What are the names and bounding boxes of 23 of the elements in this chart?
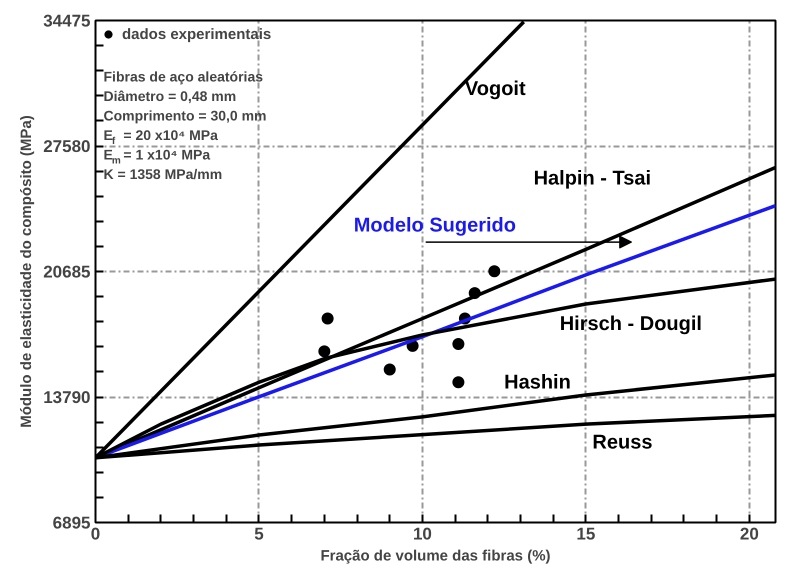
y-tick-label: 6895 bbox=[52, 514, 91, 532]
series-label: Vogoit bbox=[464, 78, 526, 100]
legend-label: dados experimentais bbox=[122, 26, 272, 42]
series-label: Reuss bbox=[592, 431, 652, 454]
annotation: Diâmetro = 0,48 mm bbox=[104, 88, 236, 104]
x-axis-title: Fração de volume das fibras (%) bbox=[320, 548, 551, 564]
annotation: Comprimento = 30,0 mm bbox=[104, 108, 266, 124]
x-tick-label: 15 bbox=[576, 524, 596, 544]
x-tick-label: 0 bbox=[90, 524, 100, 544]
y-tick-label: 20685 bbox=[43, 262, 91, 282]
annotation: K = 1358 MPa/mm bbox=[104, 166, 222, 182]
series-label: Hirsch - Dougil bbox=[560, 313, 702, 336]
annotation: Fibras de aço aleatórias bbox=[104, 68, 264, 84]
y-tick-label: 27580 bbox=[43, 137, 91, 156]
y-axis-title: Módulo de elasticidade do compósito (MPa) bbox=[18, 115, 36, 428]
y-tick-label: 34475 bbox=[43, 12, 91, 30]
text: Modelo Sugerido bbox=[354, 214, 516, 237]
x-tick-label: 20 bbox=[740, 524, 759, 544]
x-tick-label: 10 bbox=[412, 524, 432, 544]
y-tick-label: 13790 bbox=[43, 388, 91, 407]
series-label: Halpin - Tsai bbox=[534, 167, 651, 190]
x-tick-label: 5 bbox=[254, 524, 264, 544]
series-label: Hashin bbox=[504, 371, 571, 394]
